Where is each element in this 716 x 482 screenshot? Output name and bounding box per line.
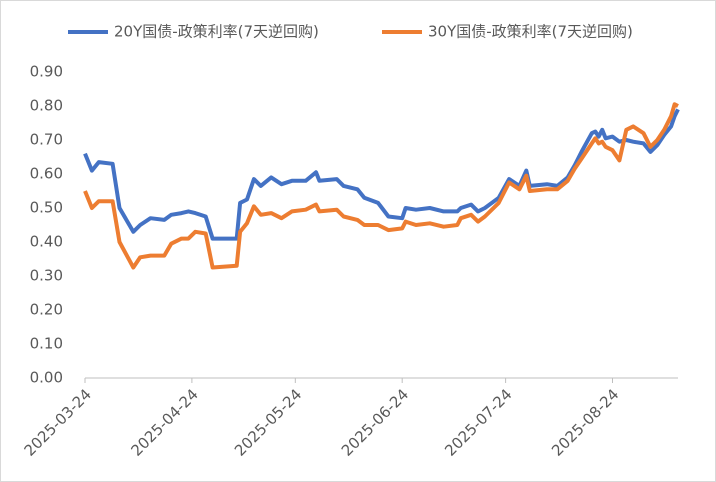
y-tick-label: 0.90 <box>30 63 63 81</box>
y-tick-label: 0.00 <box>30 369 63 387</box>
y-tick-label: 0.20 <box>30 301 63 319</box>
y-tick-label: 0.10 <box>30 335 63 353</box>
legend-label: 30Y国债-政策利率(7天逆回购) <box>428 23 633 41</box>
legend-label: 20Y国债-政策利率(7天逆回购) <box>114 23 319 41</box>
y-tick-label: 0.50 <box>30 199 63 217</box>
y-tick-label: 0.40 <box>30 233 63 251</box>
y-tick-label: 0.80 <box>30 97 63 115</box>
line-series <box>83 102 679 270</box>
y-tick-label: 0.30 <box>30 267 63 285</box>
line-series <box>83 108 680 241</box>
y-tick-label: 0.70 <box>30 131 63 149</box>
y-tick-label: 0.60 <box>30 165 63 183</box>
